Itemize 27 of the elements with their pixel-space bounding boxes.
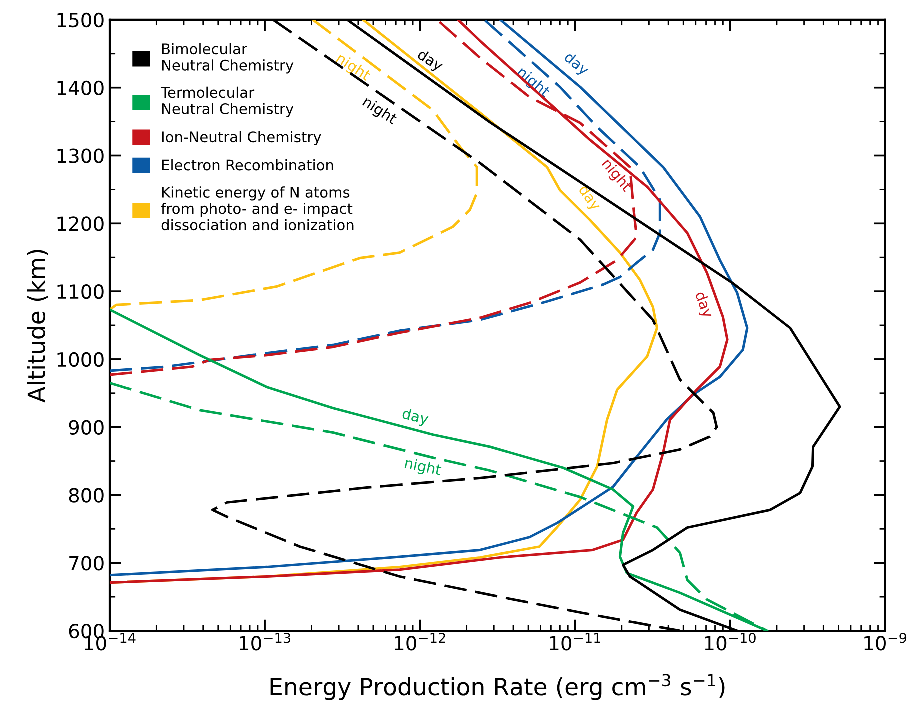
annotation: day	[692, 290, 715, 320]
x-axis-title: Energy Production Rate (erg cm$^{−3}$ s$^{−1}$)	[270, 674, 725, 700]
annotation: day	[562, 51, 591, 78]
x-tick-label: 10$^{−9}$	[864, 632, 907, 651]
legend-label: Kinetic energy of N atoms from photo- and e- impact dissociation and ionization	[161, 186, 354, 231]
legend-label: Termolecular Neutral Chemistry	[160, 86, 294, 118]
y-tick-label: 1300	[58, 148, 104, 164]
y-tick-label: 1500	[58, 12, 104, 28]
y-tick-label: 1200	[58, 216, 104, 232]
annotation: day	[401, 408, 430, 428]
x-tick-label: 10$^{−11}$	[550, 633, 600, 651]
y-tick-label: 900	[69, 420, 104, 435]
y-tick-label: 800	[69, 488, 104, 503]
legend-label: Electron Recombination	[162, 159, 334, 171]
annotation: night	[404, 457, 442, 478]
legend-label: Bimolecular Neutral Chemistry	[162, 43, 294, 74]
y-tick-label: 1100	[58, 284, 104, 300]
annotation: day	[415, 48, 445, 74]
legend-label: Ion-Neutral Chemistry	[162, 131, 322, 146]
x-tick-label: 10$^{−12}$	[395, 632, 446, 651]
y-tick-label: 700	[70, 556, 104, 571]
y-tick-label: 1000	[58, 352, 104, 368]
x-tick-label: 10$^{−10}$	[705, 632, 756, 651]
annotation: day	[576, 184, 602, 214]
x-tick-label: 10$^{−13}$	[240, 632, 290, 651]
y-tick-label: 1400	[58, 80, 104, 96]
y-axis-title: Altitude (km)	[27, 250, 48, 403]
